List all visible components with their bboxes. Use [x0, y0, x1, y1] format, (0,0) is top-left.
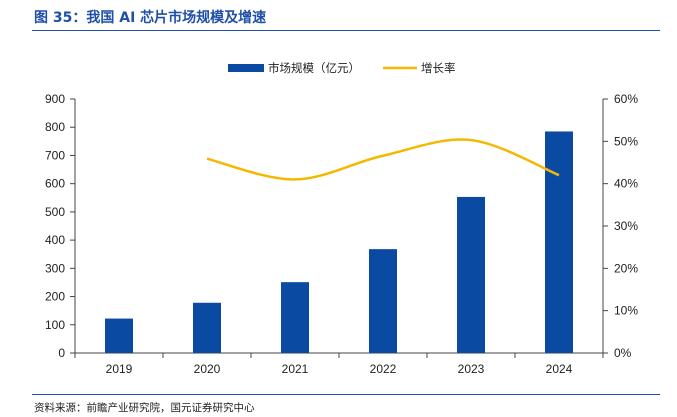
figure-title: 图 35：我国 AI 芯片市场规模及增速	[34, 10, 267, 26]
bar-series	[105, 131, 573, 353]
legend-line-label: 增长率	[421, 61, 456, 75]
bar-2024	[545, 131, 573, 353]
left-tick-label: 600	[45, 177, 65, 191]
x-tick-label: 2021	[282, 362, 309, 376]
bar-2021	[281, 282, 309, 353]
legend-bar-swatch	[228, 64, 264, 72]
left-tick-label: 200	[45, 290, 65, 304]
title-rule	[32, 30, 660, 31]
source-note: 资料来源：前瞻产业研究院，国元证券研究中心	[34, 402, 255, 414]
left-tick-label: 500	[45, 205, 65, 219]
x-tick-label: 2023	[458, 362, 485, 376]
right-tick-label: 20%	[614, 261, 638, 275]
x-tick-label: 2024	[546, 362, 573, 376]
source-rule	[32, 394, 660, 395]
left-tick-label: 400	[45, 233, 65, 247]
left-tick-label: 900	[45, 92, 65, 106]
right-tick-label: 50%	[614, 134, 638, 148]
bar-2019	[105, 318, 133, 353]
x-tick-label: 2020	[194, 362, 221, 376]
left-tick-label: 700	[45, 148, 65, 162]
legend-bar-label: 市场规模（亿元）	[268, 61, 360, 75]
line-series	[206, 138, 560, 181]
bar-2020	[193, 302, 221, 353]
growth-rate-line	[206, 138, 560, 181]
bar-2022	[369, 249, 397, 353]
right-tick-label: 30%	[614, 219, 638, 233]
left-tick-label: 300	[45, 261, 65, 275]
x-tick-label: 2019	[106, 362, 133, 376]
left-tick-label: 0	[58, 346, 65, 360]
axes: 0 100 200 300 400 500 600 700 800 900 0% 10% 20% 30% 4…	[45, 92, 638, 376]
right-tick-label: 10%	[614, 304, 638, 318]
legend: 市场规模（亿元） 增长率	[228, 61, 456, 75]
left-tick-label: 100	[45, 318, 65, 332]
right-tick-label: 40%	[614, 177, 638, 191]
right-tick-label: 0%	[614, 346, 632, 360]
right-tick-label: 60%	[614, 92, 638, 106]
bar-2023	[457, 196, 485, 353]
left-tick-label: 800	[45, 120, 65, 134]
x-tick-label: 2022	[370, 362, 397, 376]
